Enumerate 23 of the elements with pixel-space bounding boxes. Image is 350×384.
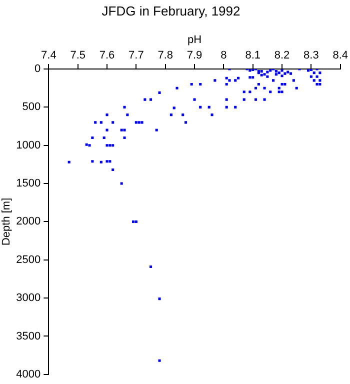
x-tick-label: 8.3 xyxy=(304,49,319,62)
x-tick-label: 8 xyxy=(220,49,227,62)
y-tick-label: 3000 xyxy=(16,292,41,304)
y-tick-label: 1500 xyxy=(16,178,41,190)
y-tick-label: 2000 xyxy=(16,216,41,228)
y-tick-label: 3500 xyxy=(16,330,41,342)
y-tick-label: 500 xyxy=(22,101,41,114)
y-tick-label: 2500 xyxy=(16,254,41,266)
y-tick-label: 0 xyxy=(34,63,41,76)
x-tick-label: 7.4 xyxy=(41,49,56,62)
x-axis-title: pH xyxy=(187,34,202,46)
x-tick-label: 7.6 xyxy=(99,49,115,62)
x-tick-label: 8.4 xyxy=(332,49,348,62)
x-tick-label: 7.9 xyxy=(186,49,202,62)
x-tick-label: 7.8 xyxy=(158,49,173,62)
x-tick-label: 7.5 xyxy=(70,49,86,62)
x-tick-label: 8.2 xyxy=(274,49,290,62)
y-tick-label: 1000 xyxy=(16,139,41,152)
y-axis-title: Depth [m] xyxy=(0,198,13,246)
x-tick-label: 8.1 xyxy=(245,49,260,62)
y-tick-label: 4000 xyxy=(16,368,41,380)
chart-title: JFDG in February, 1992 xyxy=(102,3,240,18)
x-tick-label: 7.7 xyxy=(128,49,144,62)
